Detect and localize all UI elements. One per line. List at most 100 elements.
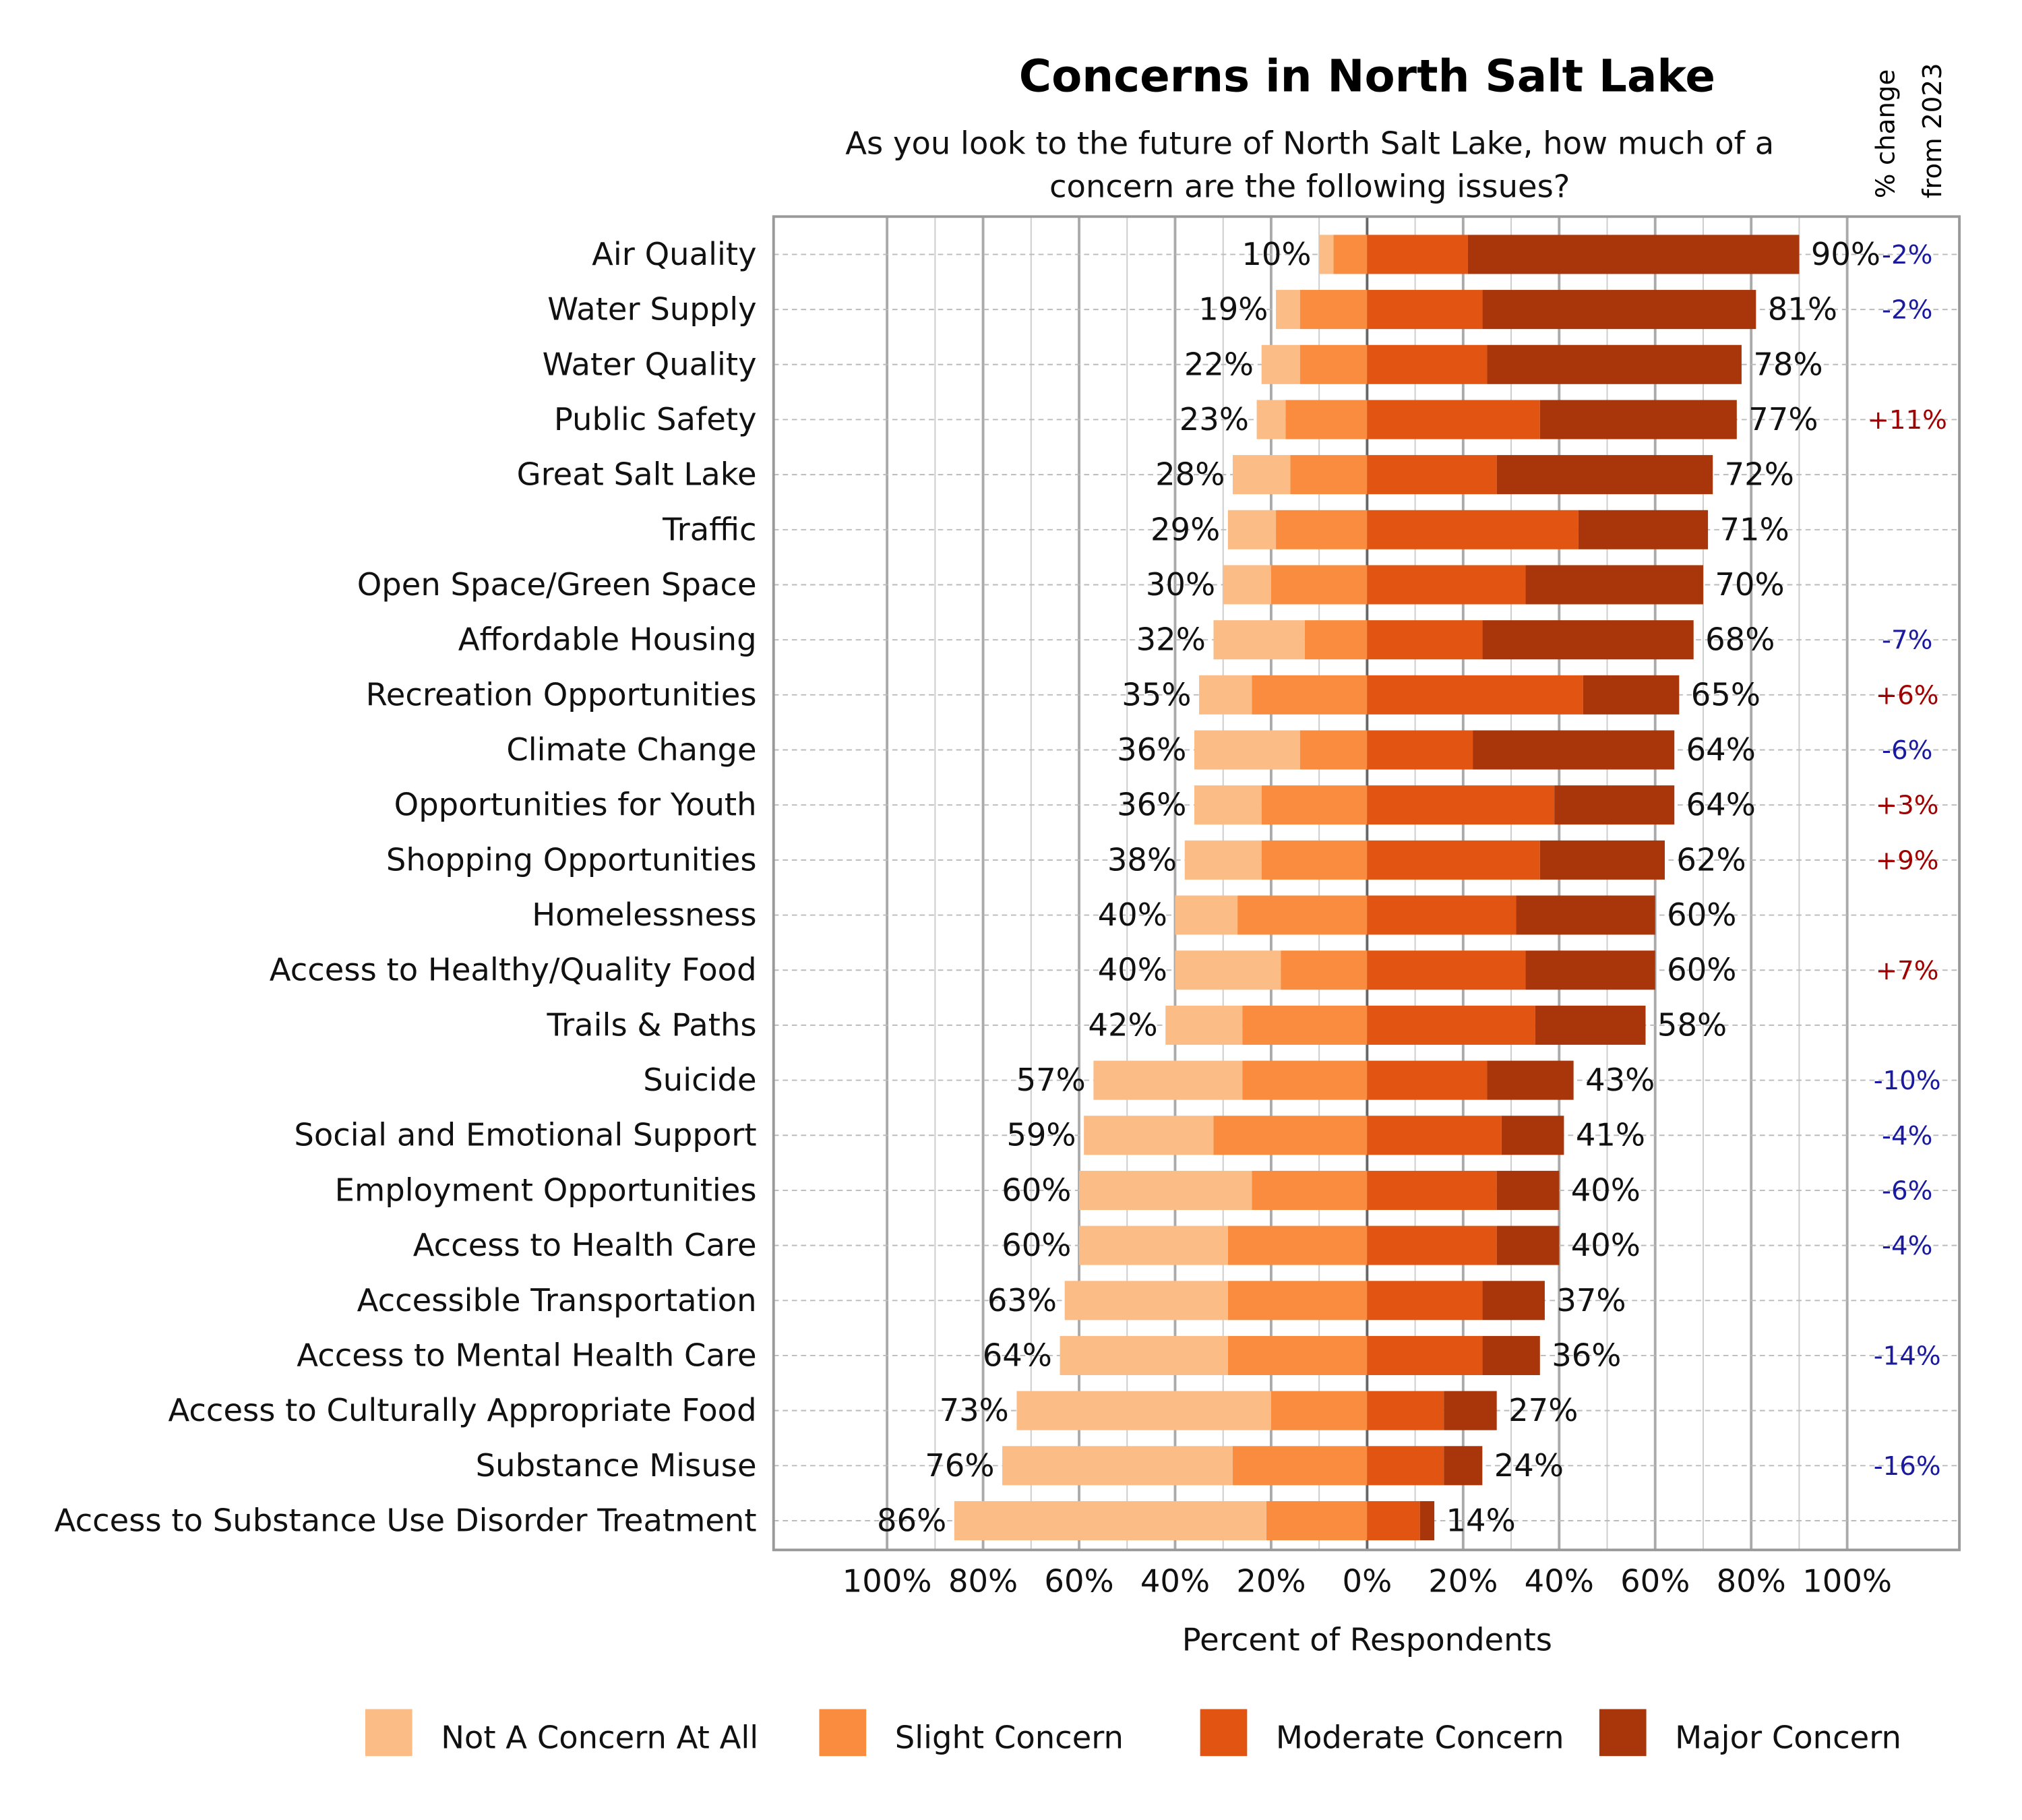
bar-segment-major-concern bbox=[1501, 1116, 1564, 1155]
bar-segment-moderate-concern bbox=[1367, 290, 1483, 330]
right-total-label: 68% bbox=[1705, 621, 1775, 658]
bar-segment-major-concern bbox=[1496, 1170, 1560, 1210]
bar-segment-moderate-concern bbox=[1367, 1170, 1497, 1210]
category-label: Access to Mental Health Care bbox=[297, 1337, 756, 1373]
left-total-label: 40% bbox=[1098, 952, 1167, 988]
left-total-label: 32% bbox=[1136, 621, 1206, 658]
chart-title: Concerns in North Salt Lake bbox=[1019, 50, 1715, 102]
bars bbox=[954, 235, 1800, 1541]
right-total-label: 37% bbox=[1556, 1282, 1626, 1318]
bar-segment-major-concern bbox=[1578, 510, 1709, 549]
bar-segment-slight-concern bbox=[1227, 1335, 1368, 1375]
chart-subtitle-line-1: As you look to the future of North Salt … bbox=[845, 125, 1774, 161]
change-from-2023-label: -4% bbox=[1882, 1231, 1932, 1261]
bar-segment-major-concern bbox=[1554, 785, 1675, 825]
bar-segment-major-concern bbox=[1535, 1005, 1646, 1045]
bar-segment-major-concern bbox=[1482, 290, 1756, 330]
x-tick-label: 80% bbox=[1717, 1563, 1786, 1599]
right-total-label: 60% bbox=[1667, 952, 1736, 988]
bar-segment-moderate-concern bbox=[1367, 840, 1540, 880]
x-tick-label: 0% bbox=[1343, 1563, 1392, 1599]
left-total-label: 10% bbox=[1242, 236, 1311, 272]
right-total-label: 90% bbox=[1811, 236, 1880, 272]
category-label: Open Space/Green Space bbox=[357, 566, 757, 603]
bar-segment-major-concern bbox=[1496, 1225, 1560, 1265]
bar-segment-moderate-concern bbox=[1367, 1005, 1535, 1045]
change-from-2023-label: +9% bbox=[1876, 845, 1939, 876]
right-total-label: 77% bbox=[1748, 401, 1818, 437]
bar-segment-slight-concern bbox=[1232, 1446, 1368, 1486]
right-total-label: 65% bbox=[1691, 676, 1760, 712]
bar-segment-major-concern bbox=[1467, 235, 1800, 274]
right-total-label: 78% bbox=[1753, 346, 1822, 382]
category-label: Access to Substance Use Disorder Treatme… bbox=[55, 1502, 757, 1538]
bar-segment-not-a-concern-at-all bbox=[1093, 1060, 1243, 1100]
bar-segment-not-a-concern-at-all bbox=[1165, 1005, 1243, 1045]
bar-segment-not-a-concern-at-all bbox=[1084, 1116, 1214, 1155]
right-total-label: 62% bbox=[1676, 841, 1746, 878]
bar-segment-slight-concern bbox=[1213, 1116, 1368, 1155]
category-label: Climate Change bbox=[506, 731, 756, 768]
bar-segment-slight-concern bbox=[1252, 675, 1368, 715]
category-label: Access to Culturally Appropriate Food bbox=[168, 1392, 756, 1428]
bar-segment-major-concern bbox=[1444, 1446, 1483, 1486]
legend-label: Moderate Concern bbox=[1276, 1720, 1564, 1756]
left-total-label: 60% bbox=[1002, 1172, 1071, 1208]
right-total-label: 40% bbox=[1571, 1172, 1641, 1208]
legend-label: Major Concern bbox=[1675, 1720, 1901, 1756]
category-label: Shopping Opportunities bbox=[386, 841, 757, 878]
right-total-label: 58% bbox=[1657, 1006, 1727, 1043]
bar-segment-major-concern bbox=[1487, 1060, 1574, 1100]
bar-segment-major-concern bbox=[1539, 840, 1665, 880]
bar-segment-slight-concern bbox=[1299, 730, 1368, 770]
bar-segment-not-a-concern-at-all bbox=[1223, 565, 1271, 605]
category-label: Traffic bbox=[662, 511, 757, 547]
bar-segment-not-a-concern-at-all bbox=[1016, 1391, 1271, 1430]
left-total-label: 22% bbox=[1184, 346, 1254, 382]
legend: Not A Concern At All Slight Concern Modera… bbox=[365, 1709, 1901, 1757]
left-total-label: 36% bbox=[1117, 731, 1186, 768]
x-axis-ticks: 100% 80% 60% 40% 20% 0% 20% 40% 60% 80% 100% bbox=[842, 1563, 1892, 1599]
bar-segment-not-a-concern-at-all bbox=[1194, 785, 1262, 825]
left-total-label: 28% bbox=[1155, 456, 1225, 493]
x-axis-label: Percent of Respondents bbox=[1182, 1621, 1552, 1658]
bar-segment-slight-concern bbox=[1227, 1225, 1368, 1265]
change-from-2023-label: +11% bbox=[1867, 405, 1947, 435]
category-label: Access to Health Care bbox=[413, 1227, 757, 1263]
bar-segment-slight-concern bbox=[1270, 1391, 1368, 1430]
labels: Air Quality 10% 90% -2% Water Supply 19% 81% -2… bbox=[55, 236, 1947, 1539]
left-total-label: 36% bbox=[1117, 787, 1186, 823]
bar-segment-not-a-concern-at-all bbox=[1319, 235, 1334, 274]
bar-segment-major-concern bbox=[1525, 565, 1703, 605]
bar-segment-major-concern bbox=[1419, 1500, 1435, 1541]
change-from-2023-label: -6% bbox=[1882, 735, 1932, 766]
bar-segment-slight-concern bbox=[1270, 565, 1368, 605]
bar-segment-major-concern bbox=[1583, 675, 1680, 715]
category-label: Public Safety bbox=[554, 401, 757, 437]
bar-segment-moderate-concern bbox=[1367, 1060, 1488, 1100]
right-total-label: 27% bbox=[1508, 1392, 1578, 1428]
change-from-2023-label: -7% bbox=[1882, 626, 1932, 656]
bar-segment-major-concern bbox=[1516, 895, 1655, 935]
category-label: Accessible Transportation bbox=[357, 1282, 757, 1318]
legend-swatch bbox=[1200, 1709, 1248, 1757]
bar-segment-major-concern bbox=[1482, 620, 1694, 660]
bar-segment-not-a-concern-at-all bbox=[1227, 510, 1277, 549]
bar-segment-not-a-concern-at-all bbox=[1079, 1170, 1252, 1210]
bar-segment-moderate-concern bbox=[1367, 1116, 1502, 1155]
bar-segment-slight-concern bbox=[1242, 1060, 1368, 1100]
change-from-2023-label: -6% bbox=[1882, 1176, 1932, 1206]
bar-segment-moderate-concern bbox=[1367, 675, 1583, 715]
x-tick-label: 40% bbox=[1140, 1563, 1210, 1599]
bar-segment-moderate-concern bbox=[1367, 235, 1468, 274]
left-total-label: 35% bbox=[1122, 676, 1191, 712]
bar-segment-not-a-concern-at-all bbox=[1194, 730, 1300, 770]
left-total-label: 42% bbox=[1088, 1006, 1157, 1043]
category-label: Air Quality bbox=[592, 236, 756, 272]
bar-segment-major-concern bbox=[1539, 400, 1737, 439]
bar-segment-slight-concern bbox=[1242, 1005, 1368, 1045]
bar-segment-moderate-concern bbox=[1367, 510, 1579, 549]
bar-segment-slight-concern bbox=[1281, 950, 1368, 990]
right-total-label: 81% bbox=[1768, 291, 1837, 328]
bar-segment-not-a-concern-at-all bbox=[1232, 455, 1291, 495]
